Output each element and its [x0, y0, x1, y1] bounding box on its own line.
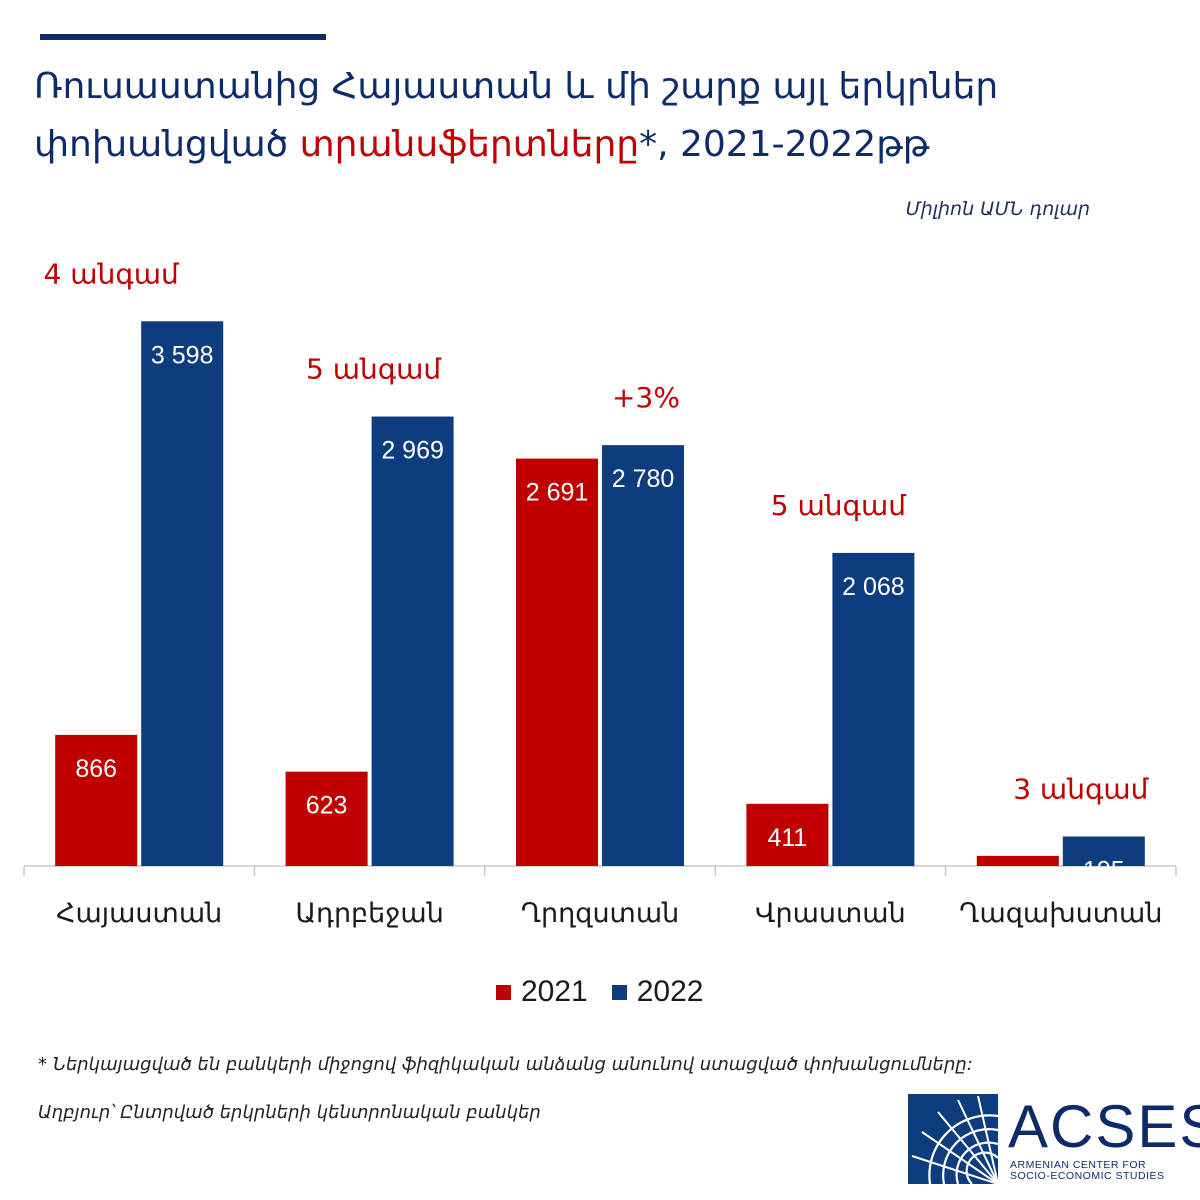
legend: 2021 2022: [496, 972, 704, 1012]
title-rule: [40, 34, 326, 40]
title-highlight: տրանսֆերտները: [300, 124, 640, 165]
data-label-2022-3: 2 068: [842, 573, 905, 601]
bar-2022-0: [141, 321, 223, 866]
category-label-4: Ղազախստան: [959, 898, 1162, 929]
acses-logo: ACSES ARMENIAN CENTER FOR SOCIO-ECONOMIC…: [908, 1094, 1188, 1184]
chart-title: Ռուսաստանից Հայաստան և մի շարք այլ երկրն…: [34, 58, 1164, 174]
annotation-0: 4 անգամ: [44, 257, 180, 290]
category-label-2: Ղրղզստան: [521, 898, 680, 929]
data-label-2021-2: 2 691: [526, 479, 589, 507]
category-label-0: Հայաստան: [56, 898, 222, 929]
units-label: Միլիոն ԱՄՆ դոլար: [906, 198, 1090, 220]
title-line-2-suffix: *, 2021-2022թթ: [639, 124, 929, 165]
title-line-1: Ռուսաստանից Հայաստան և մի շարք այլ երկրն…: [34, 66, 998, 107]
bar-2022-1: [372, 417, 454, 866]
legend-label-2022: 2022: [637, 975, 704, 1009]
bar-2021-2: [516, 459, 598, 866]
title-line-2-prefix: փոխանցված: [34, 124, 300, 165]
data-label-2022-4: 195: [1083, 856, 1125, 884]
category-label-3: Վրաստան: [755, 898, 906, 929]
annotation-4: 3 անգամ: [1013, 772, 1149, 805]
logo-wordmark: ACSES: [1008, 1096, 1200, 1158]
logo-subtitle-line-2: SOCIO-ECONOMIC STUDIES: [1010, 1170, 1165, 1182]
bar-2021-4: [977, 856, 1059, 866]
data-label-2021-3: 411: [767, 824, 807, 852]
bar-2022-2: [602, 445, 684, 866]
legend-swatch-2022: [612, 985, 627, 1000]
data-label-2021-0: 866: [75, 755, 117, 783]
annotation-2: +3%: [612, 381, 680, 414]
logo-subtitle: ARMENIAN CENTER FOR SOCIO-ECONOMIC STUDI…: [1010, 1160, 1165, 1182]
annotation-1: 5 անգամ: [306, 353, 442, 386]
data-label-2021-1: 623: [306, 792, 348, 820]
legend-item-2021: 2021: [496, 975, 588, 1009]
bar-chart: 866 3 598 Հայաստան 4 անգամ 623 2 969 Ադրբեջան 5…: [0, 240, 1200, 960]
category-label-1: Ադրբեջան: [295, 898, 443, 929]
data-label-2022-0: 3 598: [151, 341, 214, 369]
legend-item-2022: 2022: [612, 975, 704, 1009]
data-label-2022-1: 2 969: [381, 437, 444, 465]
legend-swatch-2021: [496, 985, 511, 1000]
data-label-2022-2: 2 780: [612, 465, 675, 493]
legend-label-2021: 2021: [521, 975, 588, 1009]
annotation-3: 5 անգամ: [771, 489, 907, 522]
logo-emblem-icon: [908, 1094, 998, 1184]
source-note: Աղբյուր՝ Ընտրված երկրների կենտրոնական բա…: [38, 1102, 658, 1123]
footnote: * Ներկայացված են բանկերի միջոցով ֆիզիկակ…: [38, 1054, 1138, 1075]
